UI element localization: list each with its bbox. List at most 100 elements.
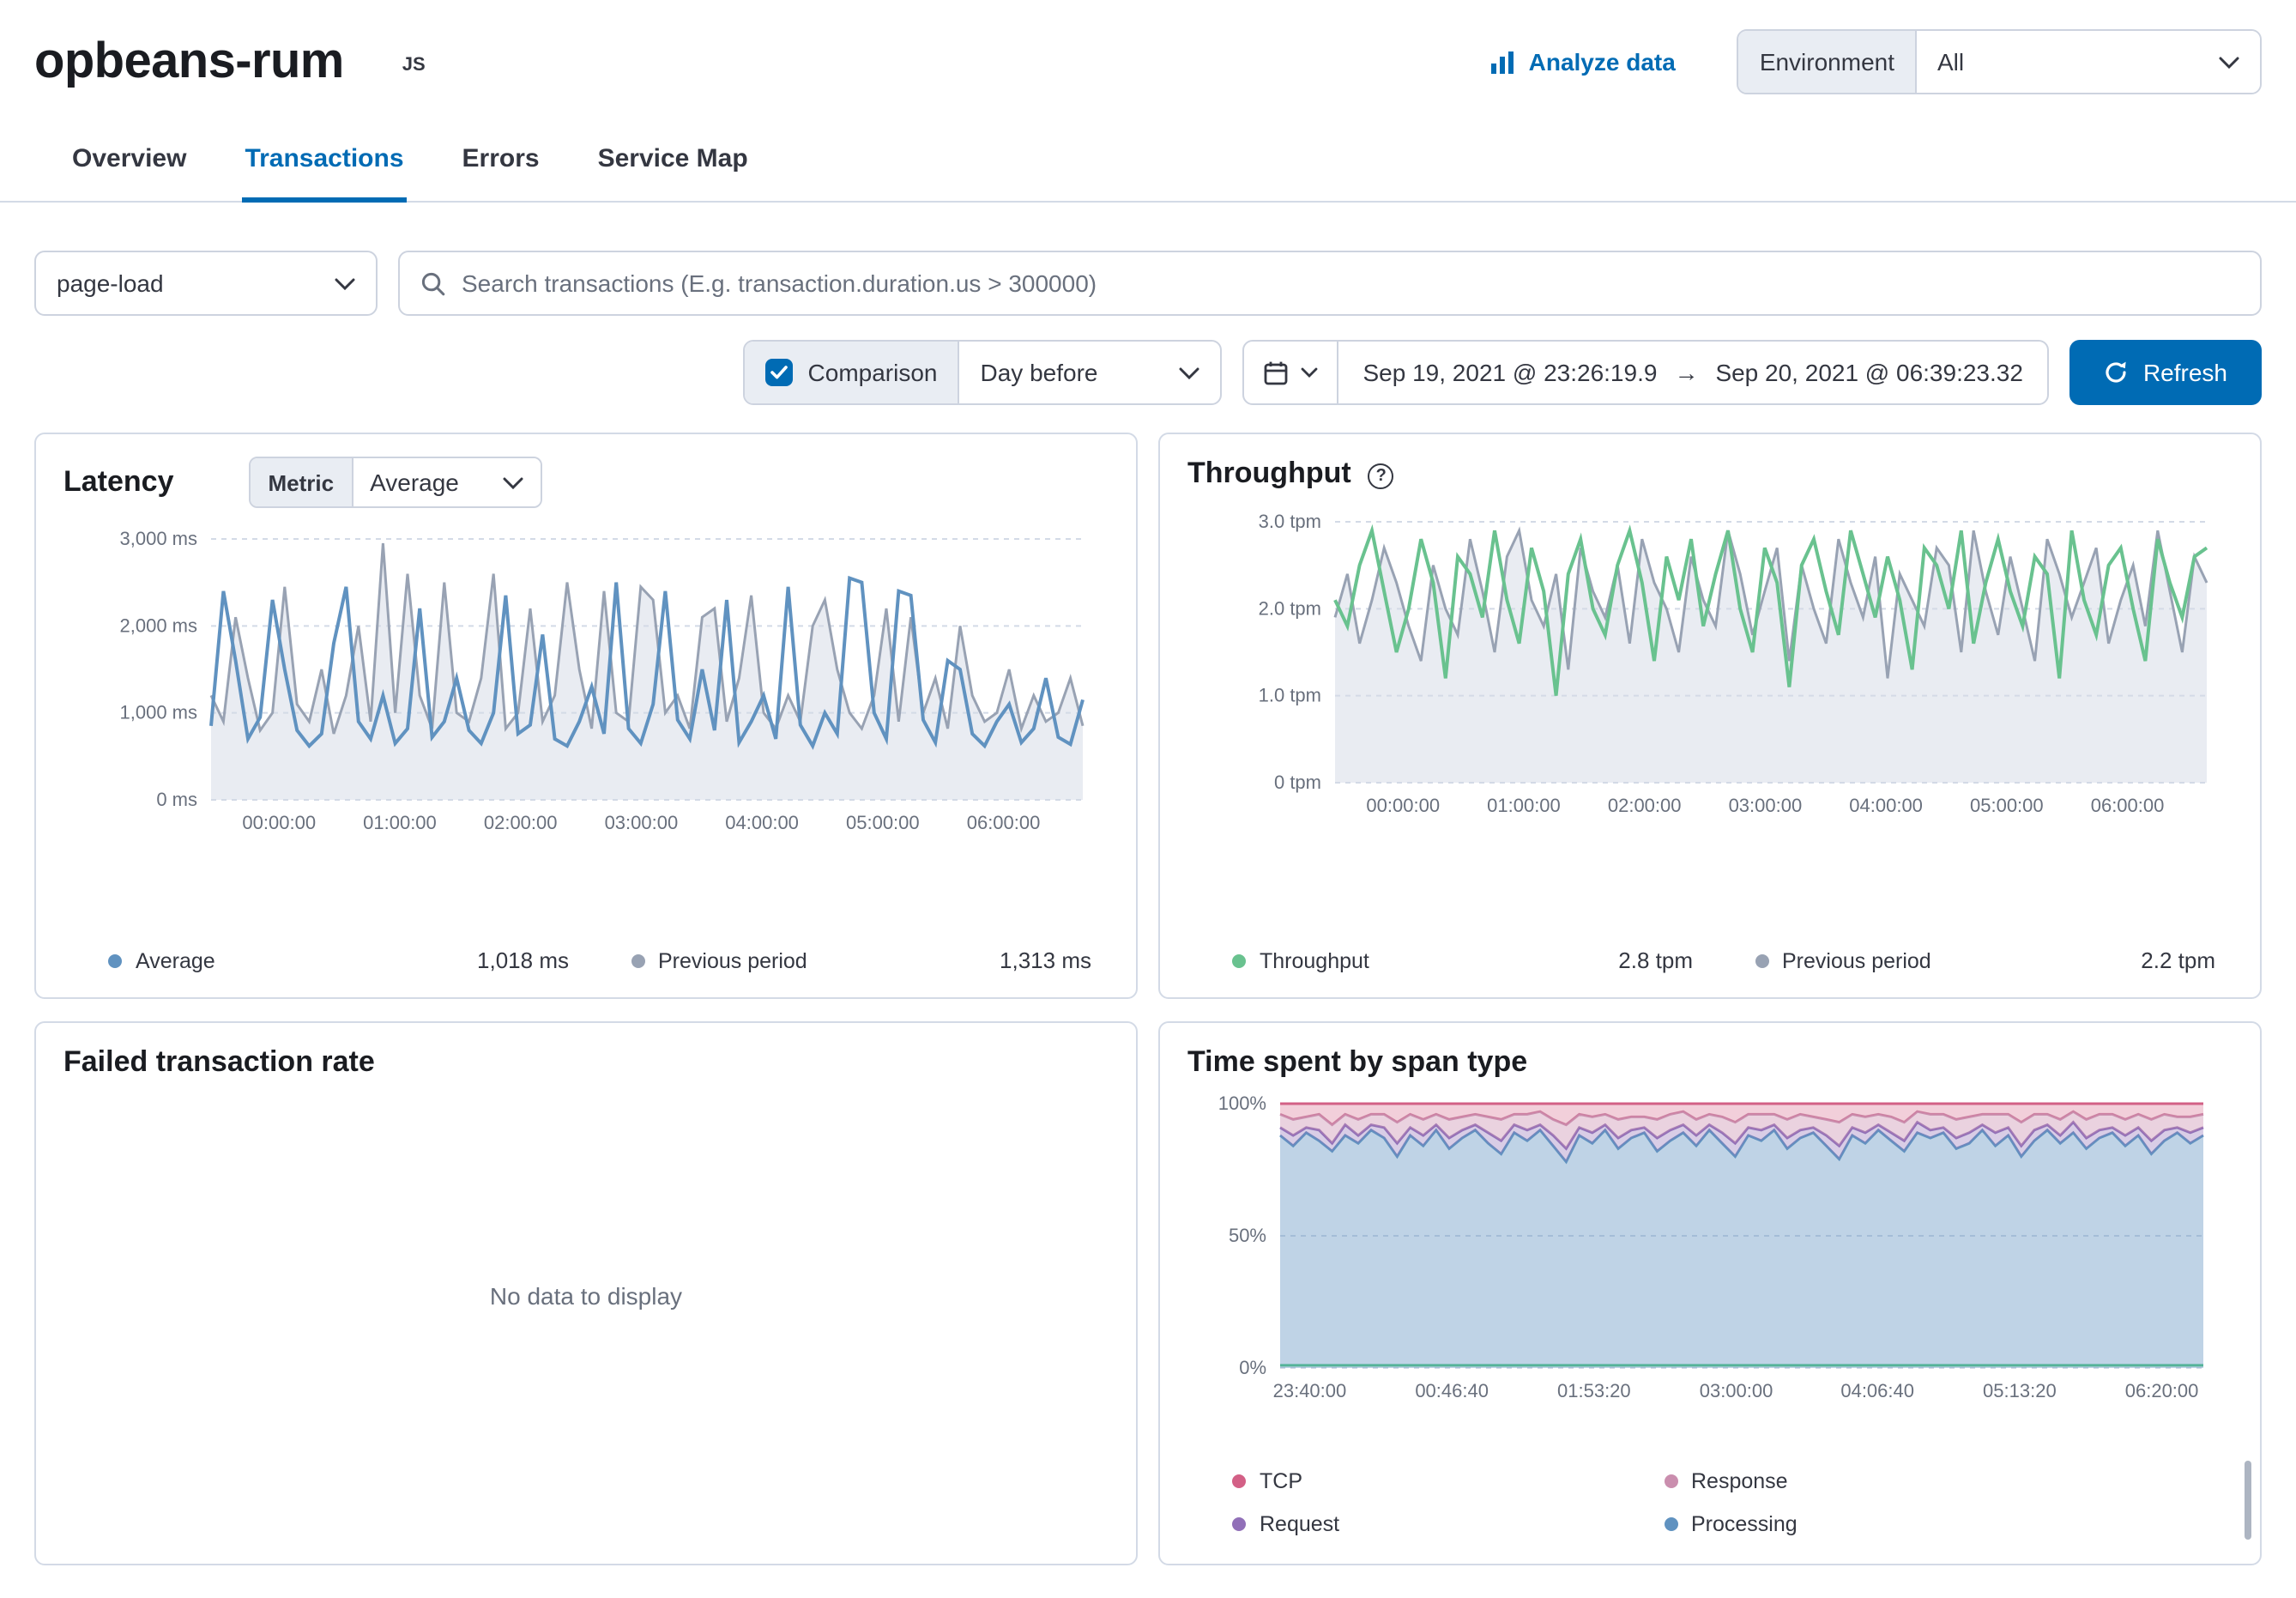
svg-text:05:00:00: 05:00:00 — [1970, 795, 2044, 816]
span-type-title: Time spent by span type — [1187, 1045, 1528, 1078]
failed-rate-title: Failed transaction rate — [63, 1045, 375, 1078]
comparison-label: Comparison — [807, 359, 938, 386]
svg-text:01:00:00: 01:00:00 — [363, 812, 437, 833]
date-picker-button[interactable] — [1245, 342, 1339, 403]
environment-select[interactable]: Environment All — [1737, 29, 2262, 94]
time-controls: Comparison Day before Sep 19, 2021 @ 23:… — [0, 340, 2296, 405]
refresh-icon — [2104, 360, 2128, 384]
legend-dot — [1232, 953, 1246, 967]
svg-text:05:13:20: 05:13:20 — [1983, 1380, 2057, 1401]
chevron-down-icon — [2219, 56, 2239, 68]
latency-title: Latency — [63, 465, 174, 498]
empty-message: No data to display — [489, 1282, 683, 1310]
throughput-chart: 0 tpm 1.0 tpm 2.0 tpm 3.0 tpm 00:00:00 01:00:… — [1259, 511, 2208, 816]
svg-text:03:00:00: 03:00:00 — [1729, 795, 1803, 816]
analyze-data-link[interactable]: Analyze data — [1489, 48, 1676, 76]
svg-text:03:00:00: 03:00:00 — [605, 812, 679, 833]
tab-overview[interactable]: Overview — [72, 144, 187, 173]
date-picker: Sep 19, 2021 @ 23:26:19.9 → Sep 20, 2021… — [1242, 340, 2049, 405]
legend-label: Request — [1260, 1512, 1340, 1536]
transaction-type-select[interactable]: page-load — [34, 251, 378, 316]
svg-text:2.0 tpm: 2.0 tpm — [1259, 597, 1321, 619]
legend-value: 2.8 tpm — [1618, 947, 1693, 973]
legend-dot — [1664, 1474, 1677, 1488]
legend-item-previous-period[interactable]: Previous period 1,313 ms — [631, 947, 1091, 973]
legend-dot — [631, 953, 644, 967]
svg-text:01:00:00: 01:00:00 — [1487, 795, 1561, 816]
chevron-down-icon — [335, 277, 355, 289]
svg-text:04:00:00: 04:00:00 — [1849, 795, 1923, 816]
bar-chart-icon — [1489, 49, 1515, 75]
refresh-button[interactable]: Refresh — [2069, 340, 2262, 405]
svg-text:03:00:00: 03:00:00 — [1700, 1380, 1773, 1401]
span-type-legend: TCP Response Request Processing — [1187, 1469, 2233, 1547]
svg-text:2,000 ms: 2,000 ms — [120, 614, 198, 636]
legend-item-previous-period[interactable]: Previous period 2.2 tpm — [1755, 947, 2215, 973]
page-title: opbeans-rum — [34, 33, 344, 88]
svg-text:3,000 ms: 3,000 ms — [120, 528, 198, 549]
svg-text:23:40:00: 23:40:00 — [1273, 1380, 1347, 1401]
arrow-right-icon: → — [1674, 359, 1699, 386]
metric-select[interactable]: Metric Average — [249, 457, 543, 508]
panel-throughput: Throughput ? 0 tpm 1.0 tpm 2.0 tpm 3.0 tpm 0… — [1158, 433, 2262, 999]
calendar-icon — [1264, 360, 1290, 385]
legend-scrollbar-thumb[interactable] — [2245, 1461, 2251, 1540]
date-start[interactable]: Sep 19, 2021 @ 23:26:19.9 — [1362, 359, 1658, 386]
svg-text:06:00:00: 06:00:00 — [967, 812, 1041, 833]
legend-label: Response — [1691, 1469, 1788, 1493]
legend-dot — [1232, 1517, 1246, 1531]
agent-badge: JS — [402, 55, 426, 76]
legend-dot — [108, 953, 122, 967]
svg-text:01:53:20: 01:53:20 — [1557, 1380, 1631, 1401]
svg-text:00:46:40: 00:46:40 — [1415, 1380, 1489, 1401]
tab-errors[interactable]: Errors — [462, 144, 540, 173]
legend-value: 2.2 tpm — [2141, 947, 2215, 973]
legend-item-throughput[interactable]: Throughput 2.8 tpm — [1232, 947, 1693, 973]
svg-text:0%: 0% — [1239, 1357, 1266, 1378]
legend-item-processing[interactable]: Processing — [1664, 1512, 2095, 1536]
svg-text:00:00:00: 00:00:00 — [242, 812, 316, 833]
svg-text:0 tpm: 0 tpm — [1274, 772, 1321, 793]
comparison-period-select[interactable]: Day before — [960, 342, 1221, 403]
comparison-toggle[interactable]: Comparison — [744, 342, 960, 403]
svg-text:100%: 100% — [1218, 1093, 1266, 1114]
comparison-checkbox[interactable] — [764, 359, 793, 386]
panel-failed-rate: Failed transaction rate No data to displ… — [34, 1021, 1138, 1565]
svg-text:05:00:00: 05:00:00 — [846, 812, 920, 833]
span-type-chart: 0% 50% 100% 23:40:00 00:46:40 01:53:20 03:00:0… — [1218, 1093, 2204, 1401]
legend-label: Average — [136, 948, 215, 972]
legend-value: 1,313 ms — [1000, 947, 1091, 973]
tab-transactions[interactable]: Transactions — [241, 137, 408, 203]
svg-text:00:00:00: 00:00:00 — [1366, 795, 1440, 816]
date-end[interactable]: Sep 20, 2021 @ 06:39:23.32 — [1715, 359, 2023, 386]
chevron-down-icon — [1180, 366, 1200, 378]
comparison-group: Comparison Day before — [742, 340, 1223, 405]
legend-label: Previous period — [1782, 948, 1931, 972]
date-range[interactable]: Sep 19, 2021 @ 23:26:19.9 → Sep 20, 2021… — [1339, 359, 2047, 386]
legend-item-response[interactable]: Response — [1664, 1469, 2095, 1493]
legend-item-average[interactable]: Average 1,018 ms — [108, 947, 569, 973]
environment-label: Environment — [1738, 31, 1917, 93]
svg-text:0 ms: 0 ms — [156, 789, 197, 810]
panel-span-type: Time spent by span type 0% 50% 100% 23:40:0… — [1158, 1021, 2262, 1565]
svg-text:02:00:00: 02:00:00 — [1608, 795, 1682, 816]
environment-value: All — [1937, 48, 1965, 76]
legend-dot — [1232, 1474, 1246, 1488]
tab-service-map[interactable]: Service Map — [597, 144, 748, 173]
svg-text:1,000 ms: 1,000 ms — [120, 702, 198, 723]
legend-value: 1,018 ms — [477, 947, 569, 973]
legend-label: Throughput — [1260, 948, 1369, 972]
service-tabs: Overview Transactions Errors Service Map — [0, 137, 2296, 203]
panel-latency: Latency Metric Average 0 ms 1,000 ms 2,000… — [34, 433, 1138, 999]
svg-text:02:00:00: 02:00:00 — [484, 812, 558, 833]
legend-label: Previous period — [658, 948, 807, 972]
legend-label: Processing — [1691, 1512, 1798, 1536]
legend-item-request[interactable]: Request — [1232, 1512, 1664, 1536]
legend-item-tcp[interactable]: TCP — [1232, 1469, 1664, 1493]
legend-label: TCP — [1260, 1469, 1302, 1493]
chevron-down-icon — [504, 476, 524, 488]
help-icon[interactable]: ? — [1368, 463, 1394, 488]
search-input[interactable] — [462, 269, 2239, 297]
search-icon — [420, 270, 446, 296]
